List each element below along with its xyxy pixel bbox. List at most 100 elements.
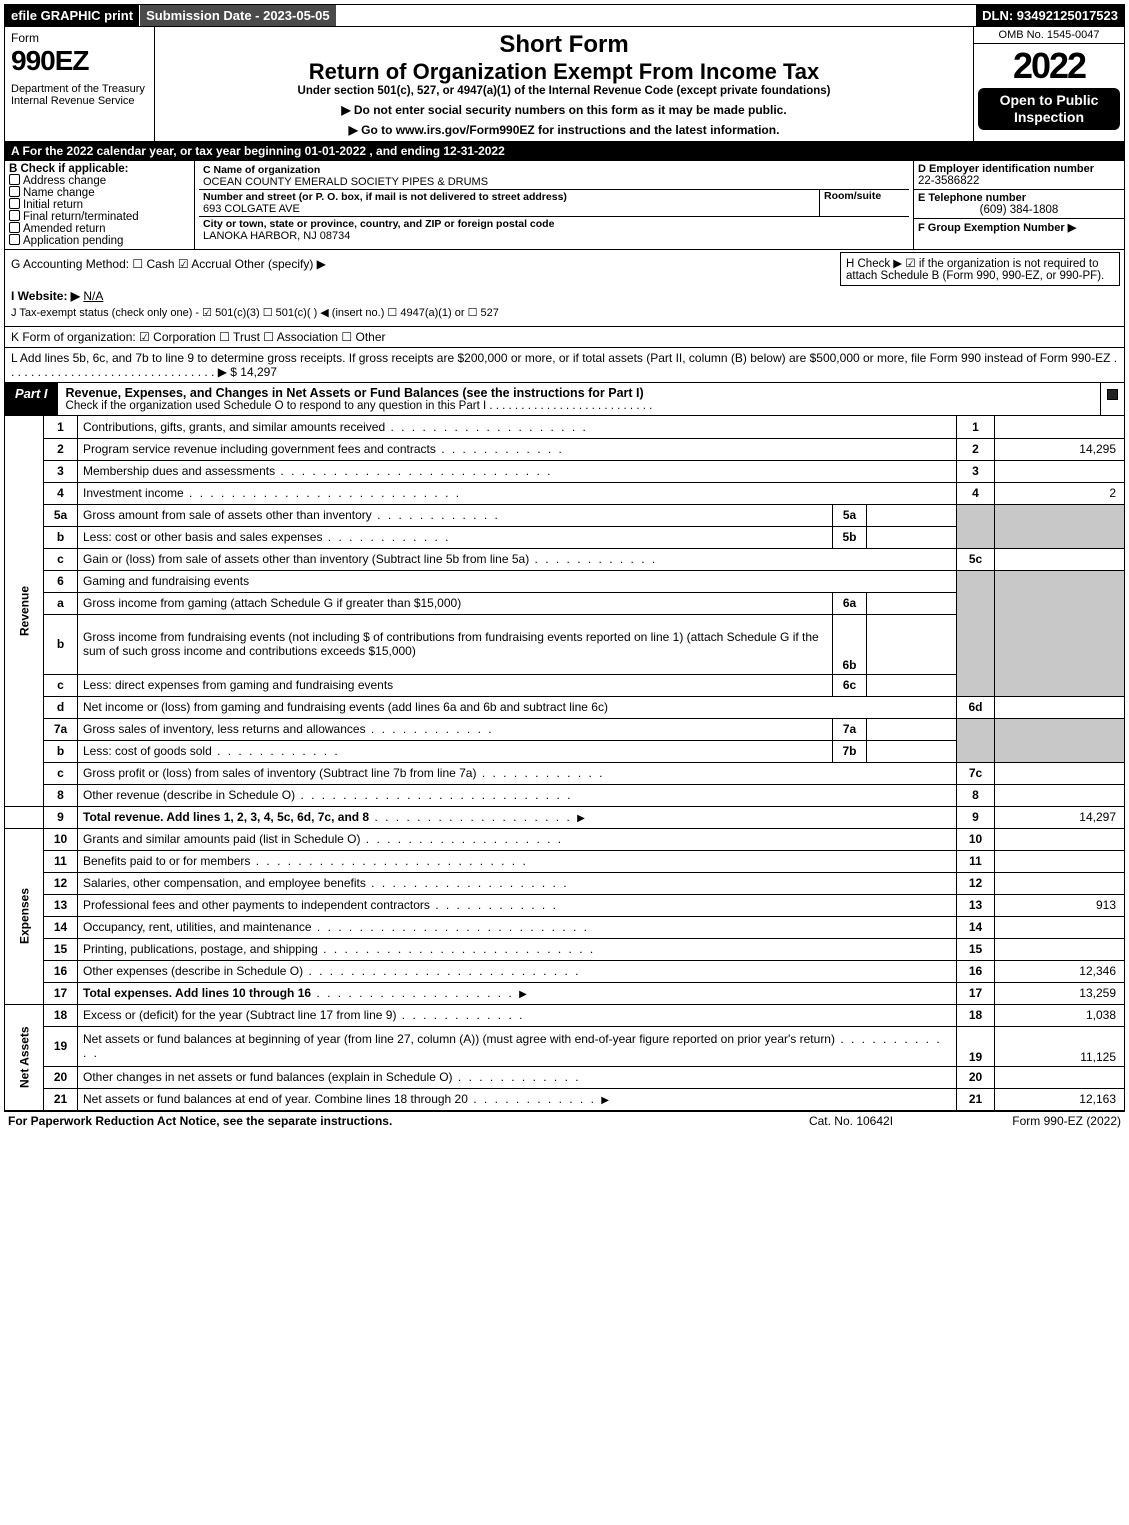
val bbox=[995, 548, 1125, 570]
desc: Gross amount from sale of assets other t… bbox=[83, 508, 372, 522]
ln: d bbox=[44, 696, 78, 718]
grey bbox=[957, 570, 995, 696]
subval bbox=[867, 504, 957, 526]
subval bbox=[867, 674, 957, 696]
chk-address-change[interactable]: Address change bbox=[9, 175, 190, 187]
under-section: Under section 501(c), 527, or 4947(a)(1)… bbox=[161, 85, 967, 97]
section-bcdef: B Check if applicable: Address change Na… bbox=[4, 161, 1125, 250]
ln: 16 bbox=[44, 960, 78, 982]
val bbox=[995, 916, 1125, 938]
line-3: 3 Membership dues and assessments 3 bbox=[5, 460, 1125, 482]
ln: 9 bbox=[44, 806, 78, 828]
numcol: 8 bbox=[957, 784, 995, 806]
grey bbox=[957, 718, 995, 762]
desc: Total expenses. Add lines 10 through 16 bbox=[83, 986, 311, 1000]
val bbox=[995, 762, 1125, 784]
desc: Occupancy, rent, utilities, and maintena… bbox=[83, 920, 312, 934]
ein: 22-3586822 bbox=[918, 175, 1120, 187]
ln: b bbox=[44, 526, 78, 548]
chk-amended[interactable]: Amended return bbox=[9, 223, 190, 235]
desc: Net assets or fund balances at beginning… bbox=[83, 1032, 835, 1046]
spacer bbox=[337, 5, 977, 26]
numcol: 21 bbox=[957, 1088, 995, 1110]
ln: 20 bbox=[44, 1066, 78, 1088]
numcol: 17 bbox=[957, 982, 995, 1004]
goto-link[interactable]: ▶ Go to www.irs.gov/Form990EZ for instru… bbox=[161, 123, 967, 137]
efile-label[interactable]: efile GRAPHIC print bbox=[5, 5, 139, 26]
desc: Gross profit or (loss) from sales of inv… bbox=[83, 766, 476, 780]
phone: (609) 384-1808 bbox=[918, 204, 1120, 216]
val bbox=[995, 416, 1125, 438]
line-13: 13 Professional fees and other payments … bbox=[5, 894, 1125, 916]
numcol: 12 bbox=[957, 872, 995, 894]
val bbox=[995, 872, 1125, 894]
desc: Gaming and fundraising events bbox=[78, 570, 957, 592]
chk-final-return[interactable]: Final return/terminated bbox=[9, 211, 190, 223]
desc: Contributions, gifts, grants, and simila… bbox=[83, 420, 385, 434]
val bbox=[995, 828, 1125, 850]
val bbox=[995, 1066, 1125, 1088]
ln: 19 bbox=[44, 1026, 78, 1066]
val bbox=[995, 938, 1125, 960]
ln: 11 bbox=[44, 850, 78, 872]
page-footer: For Paperwork Reduction Act Notice, see … bbox=[4, 1111, 1125, 1130]
cat-no: Cat. No. 10642I bbox=[761, 1114, 941, 1128]
lines-table: Revenue 1 Contributions, gifts, grants, … bbox=[4, 416, 1125, 1111]
ln: 6 bbox=[44, 570, 78, 592]
top-bar: efile GRAPHIC print Submission Date - 20… bbox=[4, 4, 1125, 27]
desc: Excess or (deficit) for the year (Subtra… bbox=[83, 1008, 396, 1022]
part1-checkbox[interactable] bbox=[1100, 383, 1124, 415]
desc: Gain or (loss) from sale of assets other… bbox=[83, 552, 529, 566]
line-7a: 7a Gross sales of inventory, less return… bbox=[5, 718, 1125, 740]
numcol: 14 bbox=[957, 916, 995, 938]
part1-sub: Check if the organization used Schedule … bbox=[66, 400, 1092, 412]
ln: b bbox=[44, 740, 78, 762]
numcol: 9 bbox=[957, 806, 995, 828]
desc: Printing, publications, postage, and shi… bbox=[83, 942, 318, 956]
section-ghij: H Check ▶ ☑ if the organization is not r… bbox=[4, 250, 1125, 327]
line-18: Net Assets 18 Excess or (deficit) for th… bbox=[5, 1004, 1125, 1026]
desc: Salaries, other compensation, and employ… bbox=[83, 876, 366, 890]
desc: Net assets or fund balances at end of ye… bbox=[83, 1092, 468, 1106]
chk-initial-return[interactable]: Initial return bbox=[9, 199, 190, 211]
desc: Total revenue. Add lines 1, 2, 3, 4, 5c,… bbox=[83, 810, 369, 824]
line-21: 21 Net assets or fund balances at end of… bbox=[5, 1088, 1125, 1110]
tax-year: 2022 bbox=[980, 48, 1118, 84]
numcol: 18 bbox=[957, 1004, 995, 1026]
chk-name-change[interactable]: Name change bbox=[9, 187, 190, 199]
line-5a: 5a Gross amount from sale of assets othe… bbox=[5, 504, 1125, 526]
numcol: 16 bbox=[957, 960, 995, 982]
ln: 2 bbox=[44, 438, 78, 460]
desc: Other revenue (describe in Schedule O) bbox=[83, 788, 295, 802]
omb-number: OMB No. 1545-0047 bbox=[974, 27, 1124, 44]
dln: DLN: 93492125017523 bbox=[976, 5, 1124, 26]
org-name: OCEAN COUNTY EMERALD SOCIETY PIPES & DRU… bbox=[203, 176, 905, 188]
i-label: I Website: ▶ bbox=[11, 289, 80, 303]
chk-application-pending[interactable]: Application pending bbox=[9, 235, 190, 247]
subln: 6b bbox=[833, 614, 867, 674]
desc: Less: cost or other basis and sales expe… bbox=[83, 530, 322, 544]
subln: 5a bbox=[833, 504, 867, 526]
form-ref: Form 990-EZ (2022) bbox=[941, 1114, 1121, 1128]
line-12: 12 Salaries, other compensation, and emp… bbox=[5, 872, 1125, 894]
desc: Less: cost of goods sold bbox=[83, 744, 212, 758]
numcol: 7c bbox=[957, 762, 995, 784]
ln: 18 bbox=[44, 1004, 78, 1026]
val bbox=[995, 850, 1125, 872]
line-19: 19 Net assets or fund balances at beginn… bbox=[5, 1026, 1125, 1066]
desc: Other expenses (describe in Schedule O) bbox=[83, 964, 303, 978]
desc: Membership dues and assessments bbox=[83, 464, 275, 478]
val: 1,038 bbox=[995, 1004, 1125, 1026]
addr-label: Number and street (or P. O. box, if mail… bbox=[203, 191, 819, 203]
form-number: 990EZ bbox=[11, 45, 148, 77]
val: 12,346 bbox=[995, 960, 1125, 982]
desc: Gross income from fundraising events (no… bbox=[78, 614, 833, 674]
side-blank bbox=[5, 806, 44, 828]
subval bbox=[867, 592, 957, 614]
row-k: K Form of organization: ☑ Corporation ☐ … bbox=[4, 327, 1125, 348]
numcol: 3 bbox=[957, 460, 995, 482]
line-14: 14 Occupancy, rent, utilities, and maint… bbox=[5, 916, 1125, 938]
desc: Less: direct expenses from gaming and fu… bbox=[83, 678, 393, 692]
ln: 1 bbox=[44, 416, 78, 438]
form-word: Form bbox=[11, 31, 148, 45]
